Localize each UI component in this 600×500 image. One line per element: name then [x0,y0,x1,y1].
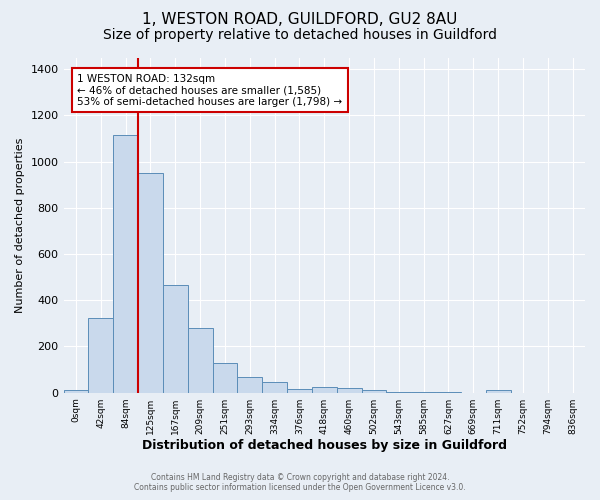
Bar [64,390,88,392]
Bar [238,376,262,392]
Bar [163,285,188,393]
Text: Size of property relative to detached houses in Guildford: Size of property relative to detached ho… [103,28,497,42]
Bar [212,362,238,392]
Bar [312,387,337,392]
Bar [113,135,138,392]
X-axis label: Distribution of detached houses by size in Guildford: Distribution of detached houses by size … [142,440,507,452]
Bar [138,173,163,392]
Bar [362,390,386,392]
Bar [337,388,362,392]
Bar [287,388,312,392]
Bar [262,382,287,392]
Text: Contains HM Land Registry data © Crown copyright and database right 2024.
Contai: Contains HM Land Registry data © Crown c… [134,473,466,492]
Text: 1, WESTON ROAD, GUILDFORD, GU2 8AU: 1, WESTON ROAD, GUILDFORD, GU2 8AU [142,12,458,28]
Y-axis label: Number of detached properties: Number of detached properties [15,138,25,313]
Bar [485,390,511,392]
Text: 1 WESTON ROAD: 132sqm
← 46% of detached houses are smaller (1,585)
53% of semi-d: 1 WESTON ROAD: 132sqm ← 46% of detached … [77,74,343,107]
Bar [88,318,113,392]
Bar [188,328,212,392]
